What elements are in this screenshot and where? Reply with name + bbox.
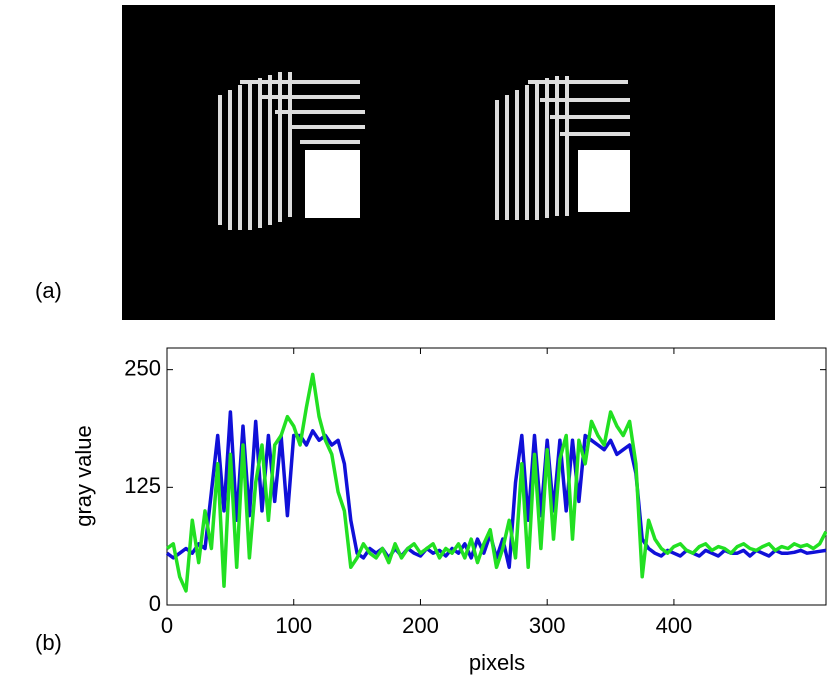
x-tick-label: 300 (529, 613, 566, 638)
x-tick-label: 100 (275, 613, 312, 638)
x-tick-label: 400 (656, 613, 693, 638)
image-stripes-left (218, 72, 365, 230)
image-bright-square (578, 150, 630, 212)
image-panel (122, 5, 775, 320)
panel-label: (a) (35, 278, 62, 303)
y-tick-label: 0 (149, 591, 161, 616)
series-line (165, 372, 827, 593)
y-tick-label: 250 (124, 355, 161, 380)
x-tick-label: 0 (161, 613, 173, 638)
x-axis-label: pixels (469, 650, 525, 675)
x-tick-label: 200 (402, 613, 439, 638)
panel-label: (b) (35, 630, 62, 655)
y-tick-label: 125 (124, 473, 161, 498)
image-bright-square (305, 150, 360, 218)
image-stripes-right (495, 76, 630, 220)
y-axis-label: gray value (71, 425, 96, 527)
plot-frame (166, 347, 827, 606)
